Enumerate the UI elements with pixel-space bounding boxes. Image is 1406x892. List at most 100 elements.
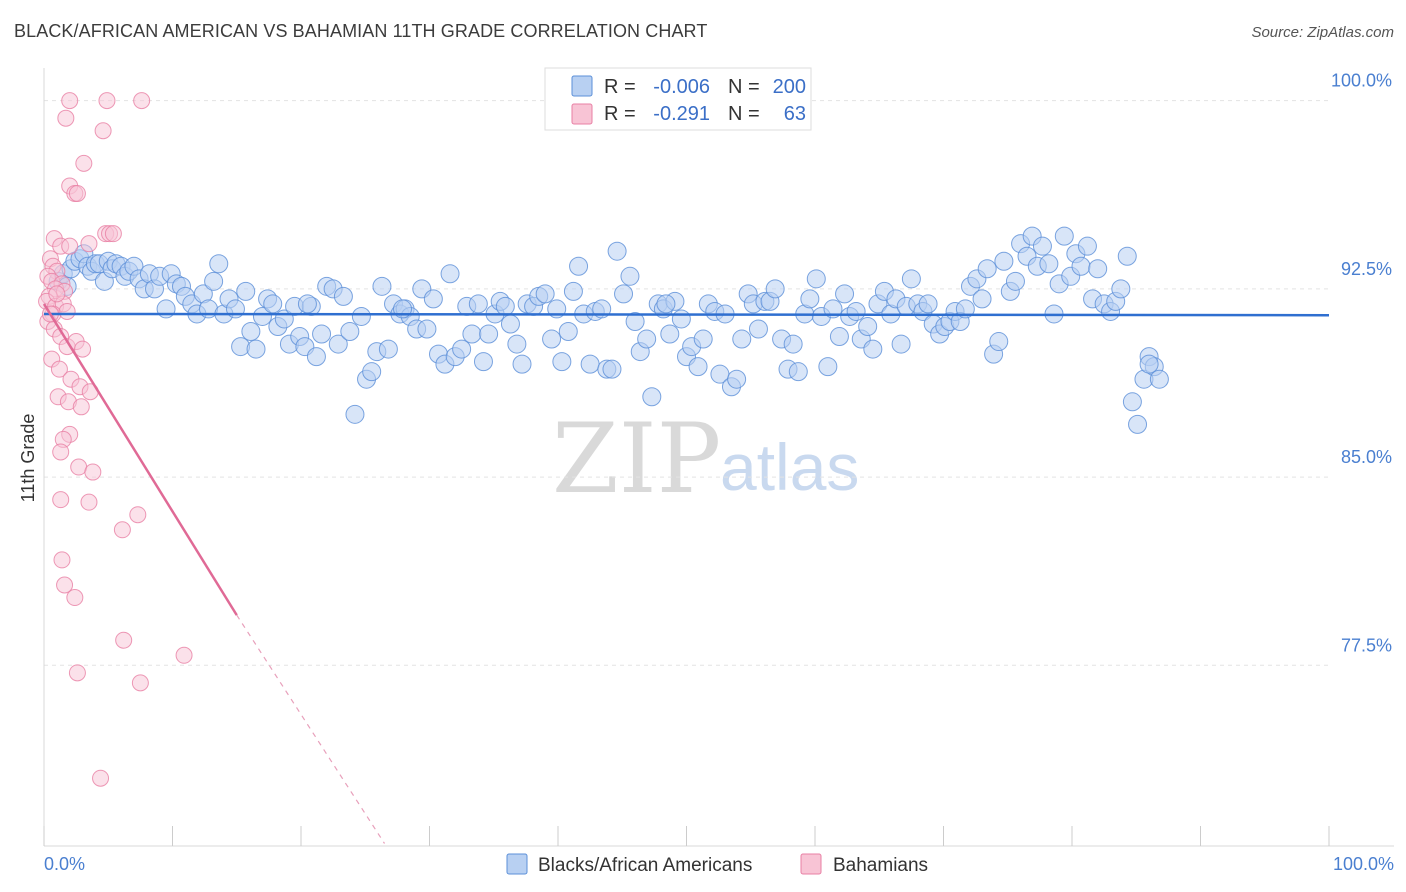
bahamians-point <box>61 92 79 110</box>
chart-source: Source: ZipAtlas.com <box>1251 24 1394 41</box>
legend-r-value-bahamians: -0.291 <box>653 103 710 125</box>
bahamians-point <box>80 235 98 253</box>
blacks-point <box>512 354 532 374</box>
blacks-point <box>507 334 527 354</box>
blacks-point <box>263 294 283 314</box>
bahamians-point <box>131 674 149 692</box>
blacks-point <box>823 299 843 319</box>
series-legend-label-blacks: Blacks/African Americans <box>538 855 752 876</box>
blacks-point <box>620 266 640 286</box>
bahamians-point <box>104 225 122 243</box>
blacks-point <box>423 289 443 309</box>
bahamians-point <box>56 576 74 594</box>
bahamians-point <box>68 184 86 202</box>
legend-r-label-bahamians: R = <box>604 103 636 125</box>
bahamians-point <box>133 92 151 110</box>
bahamians-point <box>48 285 66 303</box>
blacks-point <box>312 324 332 344</box>
blacks-point <box>535 284 555 304</box>
axes <box>43 68 1394 847</box>
bahamians-point <box>92 769 110 787</box>
blacks-point <box>542 329 562 349</box>
blacks-point <box>806 269 826 289</box>
legend-swatch-blacks <box>571 75 593 97</box>
blacks-point <box>891 334 911 354</box>
blacks-point <box>1054 226 1074 246</box>
blacks-point <box>479 324 499 344</box>
blacks-point <box>569 256 589 276</box>
bahamians-point <box>75 154 93 172</box>
blacks-point <box>351 306 371 326</box>
bahamians-trend-line-extension <box>236 614 386 844</box>
blacks-point <box>1088 259 1108 279</box>
x-tick-label-min: 0.0% <box>44 854 85 874</box>
bahamians-point <box>129 506 147 524</box>
blacks-point <box>1149 369 1169 389</box>
blacks-point <box>340 322 360 342</box>
blacks-point <box>563 281 583 301</box>
blacks-trend-line <box>43 312 1330 317</box>
bahamians-point <box>80 493 98 511</box>
series-bahamians-points <box>38 92 193 787</box>
blacks-point <box>328 334 348 354</box>
y-tick-label: 100.0% <box>1331 71 1392 91</box>
chart-title: BLACK/AFRICAN AMERICAN VS BAHAMIAN 11TH … <box>14 21 708 41</box>
blacks-point <box>462 324 482 344</box>
bahamians-point <box>61 237 79 255</box>
blacks-point <box>558 322 578 342</box>
bahamians-point <box>113 521 131 539</box>
blacks-point <box>625 311 645 331</box>
blacks-point <box>500 314 520 334</box>
blacks-point <box>614 284 634 304</box>
bahamians-trend-line <box>42 303 238 616</box>
bahamians-point <box>53 551 71 569</box>
blacks-point <box>693 329 713 349</box>
blacks-point <box>972 289 992 309</box>
blacks-point <box>495 296 515 316</box>
blacks-point <box>846 301 866 321</box>
watermark-atlas: atlas <box>720 430 859 504</box>
blacks-point <box>748 319 768 339</box>
blacks-point <box>835 284 855 304</box>
blacks-point <box>989 332 1009 352</box>
blacks-point <box>1071 256 1091 276</box>
blacks-point <box>417 319 437 339</box>
blacks-point <box>858 316 878 336</box>
bahamians-point <box>52 443 70 461</box>
blacks-point <box>333 286 353 306</box>
blacks-point <box>241 322 261 342</box>
legend-r-value-blacks: -0.006 <box>653 76 710 98</box>
blacks-point <box>552 352 572 372</box>
blacks-point <box>246 339 266 359</box>
y-tick-labels: 100.0% 92.5% 85.0% 77.5% <box>1331 71 1392 656</box>
blacks-point <box>602 359 622 379</box>
blacks-point <box>977 259 997 279</box>
blacks-point <box>440 264 460 284</box>
bahamians-point <box>57 109 75 127</box>
blacks-point <box>783 334 803 354</box>
blacks-point <box>727 369 747 389</box>
blacks-point <box>671 309 691 329</box>
bahamians-point <box>115 631 133 649</box>
bahamians-point <box>74 340 92 358</box>
stats-legend: R = -0.006 N = 200 R = -0.291 N = 63 <box>544 67 812 131</box>
blacks-point <box>994 251 1014 271</box>
blacks-point <box>297 294 317 314</box>
blacks-point <box>1111 279 1131 299</box>
blacks-point <box>765 279 785 299</box>
blacks-point <box>1117 246 1137 266</box>
legend-r-label-blacks: R = <box>604 76 636 98</box>
series-legend-swatch-blacks <box>506 853 528 875</box>
blacks-point <box>688 357 708 377</box>
bahamians-point <box>68 664 86 682</box>
trend-lines <box>42 303 1330 844</box>
blacks-point <box>660 324 680 344</box>
blacks-point <box>818 357 838 377</box>
blacks-point <box>1139 354 1159 374</box>
blacks-point <box>362 362 382 382</box>
blacks-point <box>378 339 398 359</box>
series-legend-label-bahamians: Bahamians <box>833 855 928 876</box>
y-axis-label: 11th Grade <box>18 414 38 503</box>
blacks-point <box>1077 236 1097 256</box>
blacks-point <box>788 362 808 382</box>
